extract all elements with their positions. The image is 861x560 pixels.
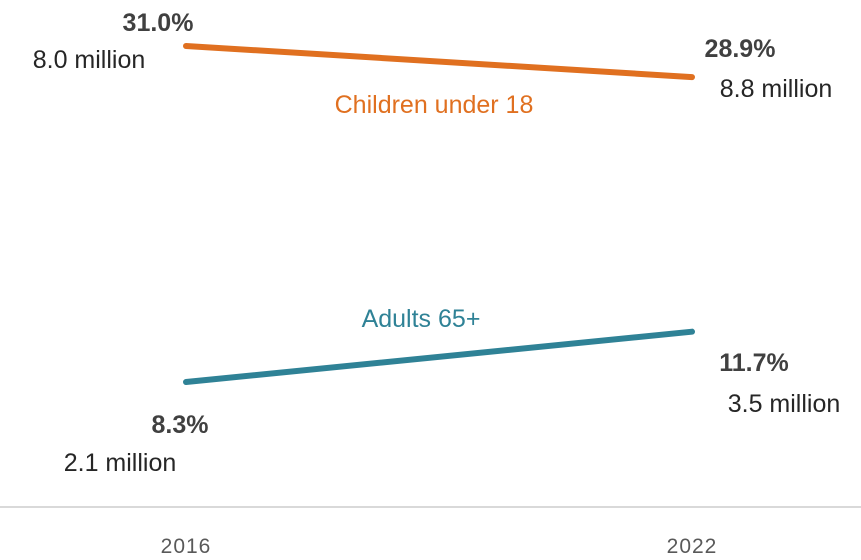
value-label-children-2016: 31.0% — [123, 9, 194, 37]
series-line-adults — [183, 328, 695, 385]
count-label-adults-2022: 3.5 million — [728, 390, 841, 418]
count-label-children-2022: 8.8 million — [720, 75, 833, 103]
value-label-children-2022: 28.9% — [705, 35, 776, 63]
value-label-adults-2016: 8.3% — [152, 411, 209, 439]
series-label-children: Children under 18 — [335, 91, 534, 119]
series-label-adults: Adults 65+ — [362, 305, 481, 333]
series-line-children — [183, 43, 695, 81]
count-label-adults-2016: 2.1 million — [64, 449, 177, 477]
x-tick-label-2022: 2022 — [667, 535, 718, 558]
value-label-adults-2022: 11.7% — [719, 349, 789, 377]
x-tick-label-2016: 2016 — [161, 535, 212, 558]
count-label-children-2016: 8.0 million — [33, 46, 146, 74]
